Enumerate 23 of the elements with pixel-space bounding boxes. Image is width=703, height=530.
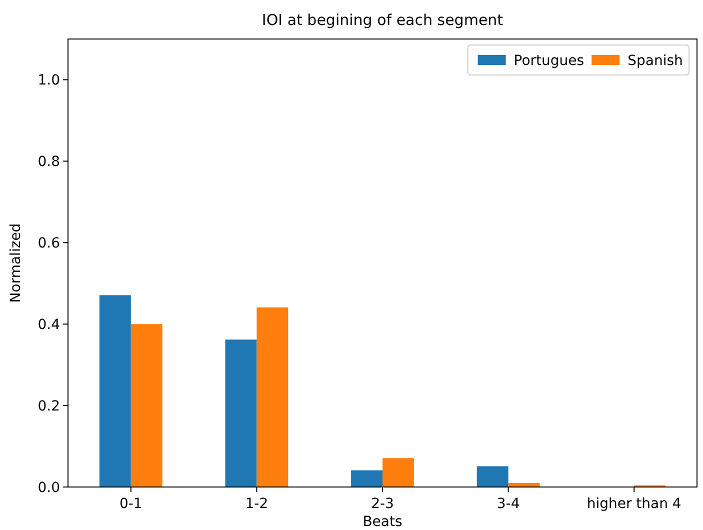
chart-title: IOI at begining of each segment [262, 11, 504, 29]
legend-label: Spanish [628, 53, 683, 69]
x-tick-label: 1-2 [245, 496, 268, 512]
y-tick-label: 0.2 [38, 398, 60, 415]
y-tick-label: 1.0 [38, 72, 60, 89]
x-tick-label: 0-1 [119, 496, 142, 512]
bar [351, 470, 382, 487]
y-tick-label: 0.8 [38, 154, 60, 170]
y-tick-label: 0.4 [38, 317, 60, 334]
bar [256, 307, 288, 487]
bar [225, 340, 257, 487]
x-tick-label: 2-3 [371, 496, 394, 512]
y-axis-title: Normalized [8, 223, 24, 303]
legend-label: Portugues [514, 53, 584, 69]
bar [99, 295, 131, 487]
bar [382, 458, 414, 487]
bar [476, 466, 508, 487]
y-tick-label: 0.0 [38, 480, 60, 496]
x-tick-label: higher than 4 [586, 496, 682, 512]
x-axis-title: Beats [362, 514, 402, 530]
y-tick-label: 0.6 [38, 236, 60, 252]
bar [130, 324, 162, 487]
x-tick-label: 3-4 [496, 496, 520, 512]
